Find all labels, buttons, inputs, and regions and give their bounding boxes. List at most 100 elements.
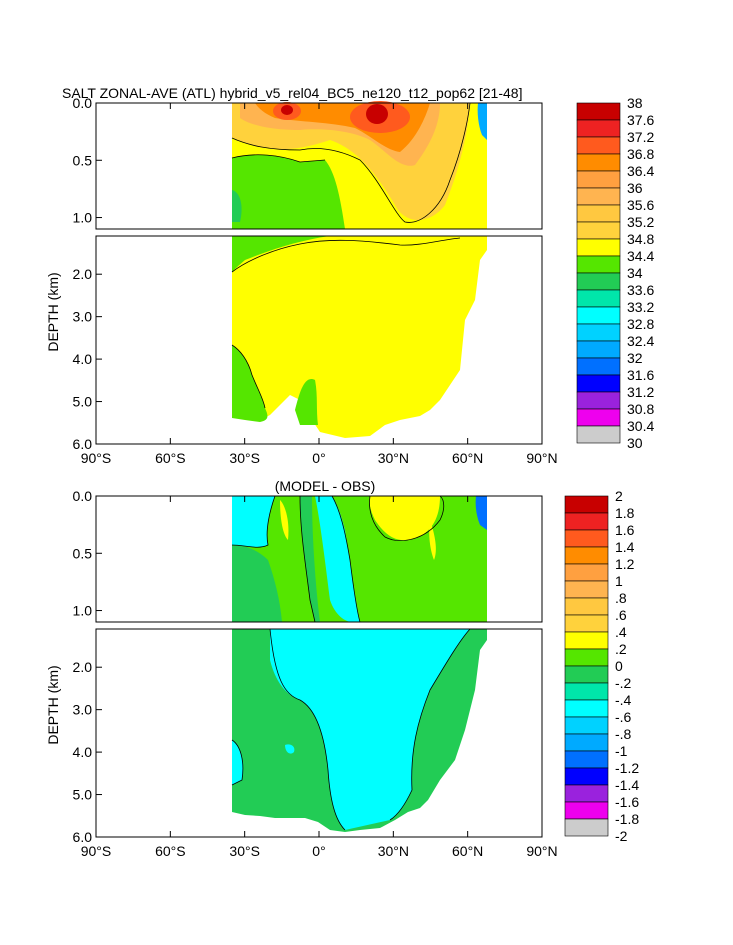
panel1-field-lower <box>231 236 487 438</box>
colorbar-box <box>564 767 609 786</box>
panel2-x-axis: 90°S 60°S 30°S 0° 30°N 60°N 90°N <box>81 496 558 859</box>
y-tick-label: 0.0 <box>73 95 93 111</box>
field-edge-fresh <box>477 103 487 140</box>
colorbar-label: 32.4 <box>627 333 654 349</box>
y-tick-label: 3.0 <box>73 309 93 325</box>
field-contour <box>231 739 244 786</box>
colorbar-label: -1.2 <box>615 760 639 776</box>
colorbar-label: .6 <box>615 607 627 623</box>
field-region-low <box>232 154 345 229</box>
colorbar-box <box>564 597 609 616</box>
panel2-field-upper <box>231 495 487 623</box>
colorbar-box <box>564 733 609 752</box>
field-edge-fresh <box>475 496 487 530</box>
colorbar-label: -2 <box>615 828 628 844</box>
field-region-low <box>300 496 320 622</box>
panel1-y-axis-upper: 0.0 0.5 1.0 <box>73 95 102 226</box>
field-contour <box>389 628 471 821</box>
colorbar-label: -1.6 <box>615 794 639 810</box>
colorbar-label: 32.8 <box>627 316 654 332</box>
field-region-low <box>315 496 360 622</box>
colorbar-label: .4 <box>615 624 627 640</box>
colorbar-box <box>564 682 609 701</box>
x-tick-label: 90°N <box>526 450 557 466</box>
colorbar-label: .2 <box>615 641 627 657</box>
panel1-colorbar: 3837.637.236.836.43635.635.234.834.43433… <box>576 95 654 451</box>
colorbar-box <box>576 170 621 189</box>
field-contour <box>269 628 346 831</box>
y-tick-label: 3.0 <box>73 702 93 718</box>
y-tick-label: 1.0 <box>73 210 93 226</box>
panel2-y-axis-lower: 2.0 3.0 4.0 5.0 6.0 <box>73 659 102 845</box>
colorbar-label: .8 <box>615 590 627 606</box>
field-region-low <box>295 379 318 425</box>
colorbar-label: -.8 <box>615 726 632 742</box>
x-tick-label: 60°N <box>452 843 483 859</box>
colorbar-box <box>564 784 609 803</box>
panel2-title: (MODEL - OBS) <box>275 478 376 494</box>
colorbar-label: -.4 <box>615 692 632 708</box>
field-contour <box>231 344 266 409</box>
x-tick-label: 30°N <box>378 450 409 466</box>
panel1-title: SALT ZONAL-AVE (ATL) hybrid_v5_rel04_BC5… <box>62 85 522 101</box>
panel2-colorbar: 21.81.61.41.21.8.6.4.20-.2-.4-.6-.8-1-1.… <box>564 488 639 844</box>
colorbar-box <box>576 391 621 410</box>
colorbar-box <box>564 818 609 837</box>
colorbar-label: -1 <box>615 743 628 759</box>
field-contour <box>299 495 316 623</box>
field-region-low <box>232 545 282 622</box>
colorbar-box <box>564 648 609 667</box>
y-tick-label: 0.5 <box>73 152 93 168</box>
field-contour <box>231 102 471 223</box>
colorbar-label: -.2 <box>615 675 632 691</box>
colorbar-box <box>564 495 609 514</box>
colorbar-box <box>576 119 621 138</box>
colorbar-box <box>576 374 621 393</box>
colorbar-box <box>564 512 609 531</box>
colorbar-box <box>576 255 621 274</box>
y-tick-label: 6.0 <box>73 829 93 845</box>
colorbar-box <box>564 801 609 820</box>
colorbar-label: -.6 <box>615 709 632 725</box>
y-tick-label: 0.5 <box>73 545 93 561</box>
colorbar-box <box>564 631 609 650</box>
panel1-field-upper <box>231 101 487 229</box>
colorbar-label: 1.4 <box>615 539 635 555</box>
x-tick-label: 0° <box>312 843 325 859</box>
colorbar-label: 31.2 <box>627 384 654 400</box>
field-region-high <box>280 500 289 540</box>
y-tick-label: 4.0 <box>73 351 93 367</box>
colorbar-box <box>576 187 621 206</box>
panel-salinity: SALT ZONAL-AVE (ATL) hybrid_v5_rel04_BC5… <box>45 85 654 466</box>
colorbar-label: 30 <box>627 435 643 451</box>
x-tick-label: 60°S <box>155 843 186 859</box>
colorbar-label: 0 <box>615 658 623 674</box>
field-max-a-core <box>281 105 293 115</box>
y-tick-label: 5.0 <box>73 394 93 410</box>
field-contour <box>369 495 445 541</box>
colorbar-box <box>576 272 621 291</box>
colorbar-box <box>576 425 621 444</box>
field-background <box>232 236 487 438</box>
colorbar-box <box>564 563 609 582</box>
field-region-low <box>232 496 275 548</box>
field-region-high <box>369 496 440 541</box>
colorbar-box <box>576 204 621 223</box>
colorbar-box <box>576 136 621 155</box>
colorbar-label: 36.4 <box>627 163 654 179</box>
y-tick-label: 2.0 <box>73 266 93 282</box>
colorbar-box <box>576 153 621 172</box>
field-region-low <box>232 236 330 272</box>
colorbar-label: 30.4 <box>627 418 654 434</box>
x-tick-label: 90°S <box>81 843 112 859</box>
y-tick-label: 2.0 <box>73 659 93 675</box>
colorbar-label: 1.2 <box>615 556 635 572</box>
y-tick-label: 0.0 <box>73 488 93 504</box>
y-tick-label: 4.0 <box>73 744 93 760</box>
panel2-field-lower <box>231 628 487 832</box>
colorbar-box <box>564 580 609 599</box>
colorbar-label: 2 <box>615 488 623 504</box>
field-contour <box>331 495 361 623</box>
colorbar-box <box>564 546 609 565</box>
colorbar-box <box>576 323 621 342</box>
